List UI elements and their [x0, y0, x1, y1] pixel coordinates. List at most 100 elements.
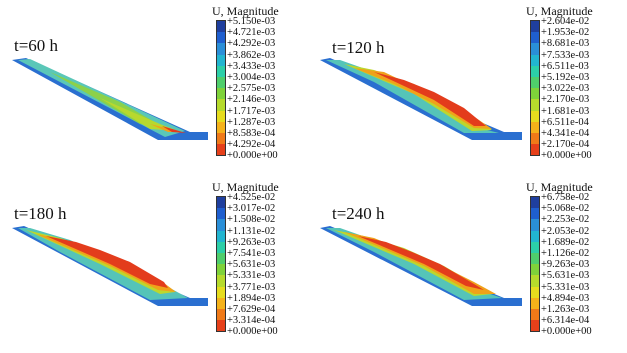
color-band [531, 65, 539, 77]
legend-value: +1.263e-03 [541, 304, 590, 315]
slope-contour-t60 [12, 58, 208, 140]
color-band [531, 320, 539, 332]
color-band [531, 121, 539, 133]
color-band [531, 43, 539, 55]
color-band [531, 208, 539, 220]
legend-value: +0.000e+00 [227, 326, 278, 338]
slope-contour-t180 [12, 226, 208, 306]
legend-title: U, Magnitude [212, 4, 279, 18]
color-band [217, 252, 225, 265]
color-band [217, 197, 225, 209]
legend-value: +1.126e-02 [541, 248, 590, 259]
legend-value: +3.004e-03 [227, 72, 276, 83]
legend-value: +4.292e-03 [227, 38, 276, 50]
color-band [531, 241, 539, 253]
legend-value: +7.629e-04 [227, 304, 276, 315]
legend-value: +1.717e-03 [227, 105, 276, 117]
legend-value: +6.758e-02 [541, 192, 590, 203]
color-band [217, 76, 225, 89]
legend-value: +2.170e-03 [541, 94, 590, 106]
legend-value: +6.314e-04 [541, 315, 590, 327]
color-band [217, 43, 225, 55]
color-band [531, 76, 539, 89]
color-scale-bar [216, 196, 226, 333]
time-label: t=60 h [14, 36, 59, 55]
legend-value: +4.341e-04 [541, 128, 590, 139]
legend-value: +5.192e-03 [541, 72, 590, 83]
legend-value: +2.575e-03 [227, 83, 276, 95]
color-band [531, 99, 539, 111]
color-band [217, 65, 225, 77]
legend-t180: U, Magnitude +4.525e-02 +3.017e-02 +1.508e… [212, 180, 312, 350]
legend-value: +0.000e+00 [541, 150, 592, 162]
color-band [217, 21, 225, 33]
color-band [217, 110, 225, 122]
legend-value: +3.022e-03 [541, 83, 590, 95]
panel-t240: t=240 h U, Magnitude +6.758e-02 +5.068e-0… [314, 176, 627, 352]
time-label: t=240 h [332, 204, 385, 223]
legend-value: +4.292e-04 [227, 139, 276, 151]
color-band [531, 144, 539, 156]
legend-value: +0.000e+00 [227, 150, 278, 162]
legend-value: +1.894e-03 [227, 292, 276, 304]
color-band [217, 54, 225, 66]
color-band [217, 144, 225, 156]
legend-title: U, Magnitude [526, 180, 593, 194]
color-band [217, 264, 225, 276]
time-label: t=120 h [332, 38, 385, 57]
color-band [531, 252, 539, 265]
color-scale-bar [530, 196, 540, 333]
legend-value: +5.631e-03 [541, 270, 590, 282]
legend-value: +2.604e-02 [541, 16, 590, 27]
color-band [531, 275, 539, 287]
color-band [531, 110, 539, 122]
legend-value: +7.533e-03 [541, 49, 590, 61]
legend-value: +4.894e-03 [541, 292, 590, 304]
legend-t240: U, Magnitude +6.758e-02 +5.068e-02 +2.253e… [526, 180, 626, 350]
legend-value: +3.314e-04 [227, 315, 276, 327]
legend-value: +1.508e-02 [227, 214, 276, 226]
color-band [217, 297, 225, 309]
legend-value: +1.131e-02 [227, 225, 276, 237]
color-band [217, 230, 225, 242]
color-band [217, 275, 225, 287]
legend-value: +1.287e-03 [227, 116, 276, 128]
color-band [217, 132, 225, 145]
color-band [217, 208, 225, 220]
legend-value: +5.068e-02 [541, 203, 590, 215]
legend-value: +8.583e-04 [227, 128, 276, 139]
legend-value: +2.253e-02 [541, 214, 590, 226]
legend-value: +2.053e-02 [541, 225, 590, 237]
color-band [217, 286, 225, 298]
legend-value: +4.721e-03 [227, 27, 276, 39]
color-band [531, 230, 539, 242]
legend-value: +7.541e-03 [227, 248, 276, 259]
panel-t60: t=60 h U, Magnitude +5.150e-03 +4.721e-03… [0, 0, 313, 176]
color-band [531, 21, 539, 33]
color-band [217, 241, 225, 253]
color-band [531, 297, 539, 309]
color-band [531, 54, 539, 66]
color-band [217, 32, 225, 44]
legend-value: +9.263e-03 [541, 259, 590, 271]
color-scale-bar [530, 20, 540, 157]
legend-value: +0.000e+00 [541, 326, 592, 338]
panel-t180: t=180 h U, Magnitude +4.525e-02 +3.017e-0… [0, 176, 313, 352]
time-label: t=180 h [14, 204, 67, 223]
legend-value: +5.331e-03 [227, 270, 276, 282]
slope-contour-t120 [320, 58, 522, 140]
legend-value: +3.862e-03 [227, 49, 276, 61]
color-band [217, 320, 225, 332]
color-band [531, 308, 539, 321]
legend-value: +6.511e-03 [541, 60, 589, 72]
legend-value: +2.170e-04 [541, 139, 590, 151]
color-band [531, 264, 539, 276]
legend-value: +1.681e-03 [541, 105, 590, 117]
color-band [531, 32, 539, 44]
legend-value: +6.511e-04 [541, 116, 589, 128]
legend-value: +3.433e-03 [227, 60, 276, 72]
color-band [217, 308, 225, 321]
legend-value: +5.631e-03 [227, 259, 276, 271]
color-band [217, 121, 225, 133]
legend-value: +1.953e-02 [541, 27, 590, 39]
